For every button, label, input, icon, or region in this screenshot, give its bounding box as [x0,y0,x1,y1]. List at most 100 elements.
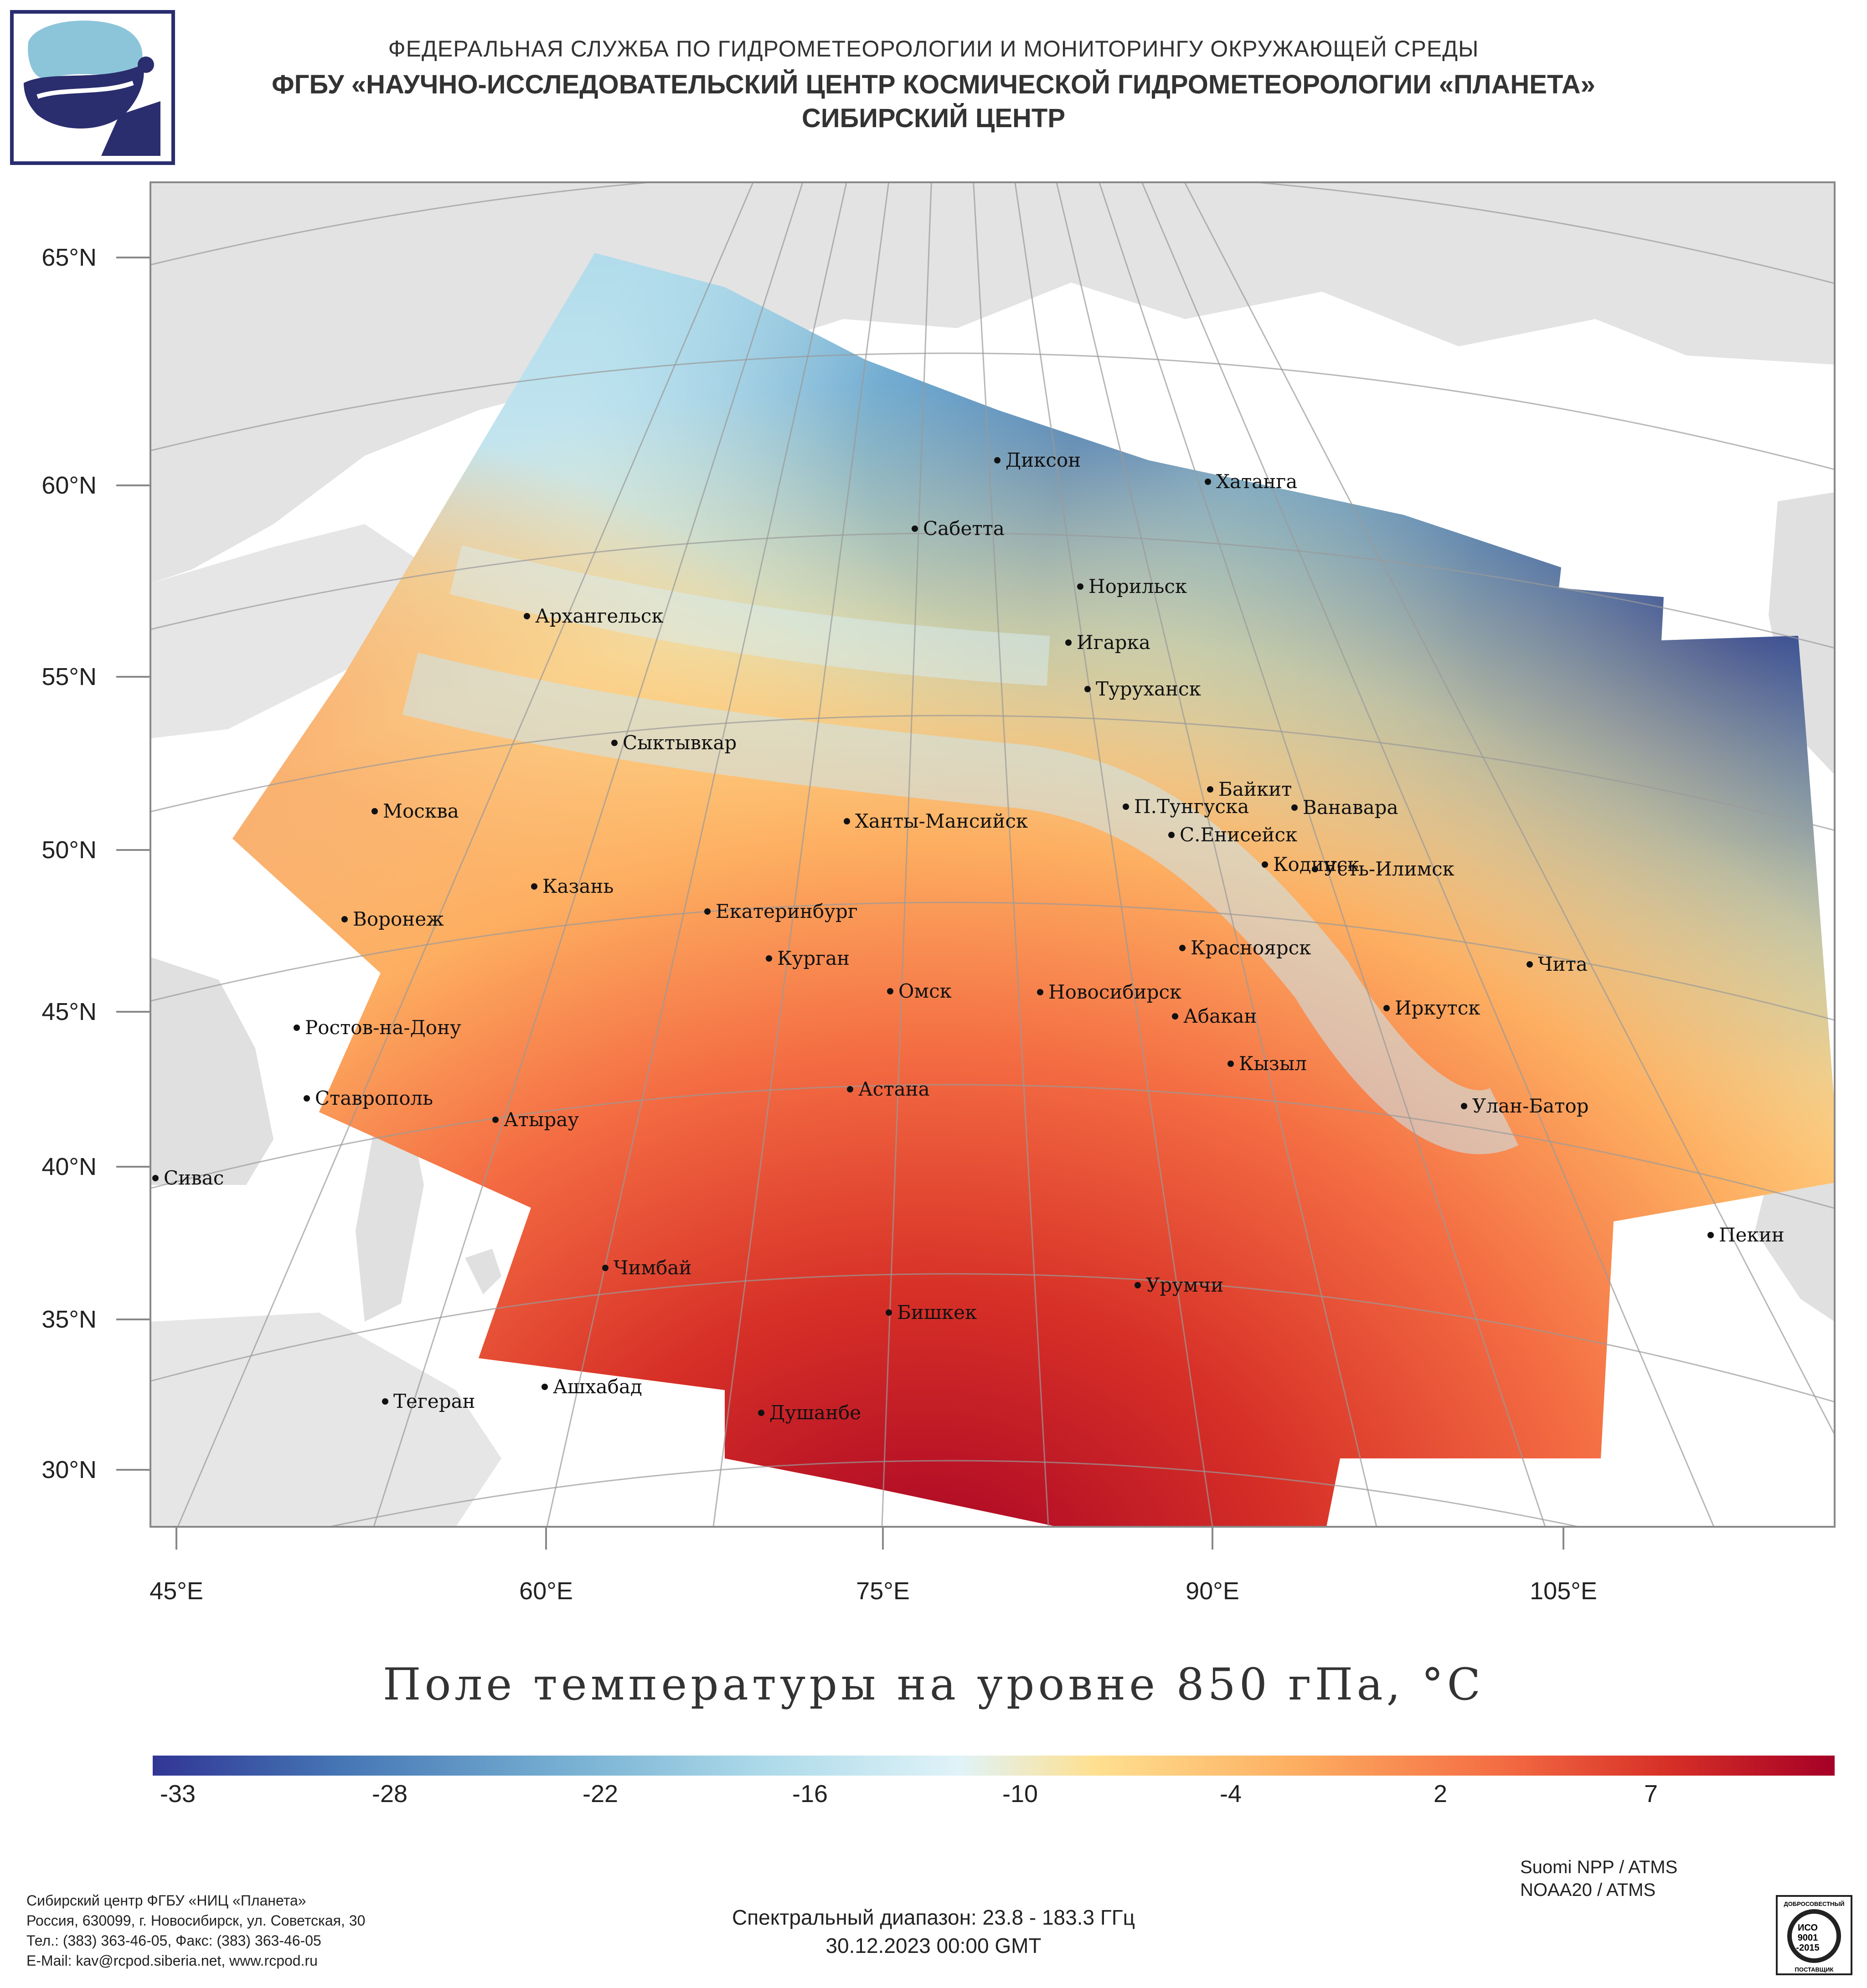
city-label: Атырау [504,1108,579,1131]
city-dot [1207,786,1213,793]
colorbar-tick-label: -28 [371,1780,408,1808]
city-dot [847,1086,853,1092]
lon-tick-label: 45°E [150,1577,203,1605]
city-dot [1168,832,1175,838]
iso-text-iso: ИСО [1798,1923,1818,1933]
city-dot [766,955,772,962]
city-label: Иркутск [1395,997,1480,1019]
city-dot [602,1265,609,1271]
colorbar-tick-label: -10 [1002,1780,1038,1808]
city-label: Москва [383,800,459,822]
city-label: Ростов-на-Дону [305,1016,461,1039]
city-dot [1383,1005,1390,1011]
city-label: Бишкек [897,1301,977,1324]
city-label: Курган [777,947,850,969]
city-label: Усть-Илимск [1323,858,1454,880]
city-label: Тегеран [393,1390,475,1412]
city-markers: Диксон Хатанга Сабетта Норильск Игарка Туруха… [152,449,1784,1424]
city-dot [341,916,348,922]
city-label: Норильск [1088,575,1187,597]
lat-tick-label: 55°N [41,663,97,690]
map-title: Поле температуры на уровне 850 гПа, °C [382,1659,1485,1710]
lon-tick-label: 60°E [519,1577,573,1605]
city-dot [1461,1103,1467,1109]
lon-tick-label: 105°E [1530,1577,1597,1605]
city-label: Сивас [164,1167,224,1189]
header-center: СИБИРСКИЙ ЦЕНТР [801,103,1066,133]
city-dot [524,613,530,619]
lat-tick-label: 60°N [41,472,97,499]
header-institution: ФГБУ «НАУЧНО-ИССЛЕДОВАТЕЛЬСКИЙ ЦЕНТР КОС… [272,70,1595,99]
lat-tick-label: 35°N [41,1306,97,1333]
city-label: Астана [858,1078,930,1100]
city-dot [611,740,618,746]
city-label: Пекин [1719,1224,1784,1246]
city-dot [1291,804,1298,811]
city-dot [912,525,918,532]
city-label: Байкит [1218,778,1292,800]
city-dot [886,1309,892,1316]
lat-tick-label: 65°N [41,244,97,271]
iso-text-top: ДОБРОСОВЕСТНЫЙ [1784,1900,1844,1907]
city-dot [1227,1061,1234,1067]
city-label: Ставрополь [315,1087,433,1109]
city-dot [1037,989,1043,995]
city-dot [1077,583,1083,590]
city-dot [1179,945,1186,951]
city-dot [294,1025,300,1031]
city-label: Игарка [1077,631,1150,654]
city-label: Чимбай [614,1257,691,1279]
latitude-axis: 65°N 60°N 55°N 50°N 45°N 40°N 35°N 30°N [41,244,150,1483]
planeta-logo-icon [10,10,175,165]
city-dot [492,1117,499,1123]
city-label: Кызыл [1239,1052,1307,1075]
city-label: Урумчи [1146,1274,1223,1296]
city-dot [1262,861,1268,868]
lat-tick-label: 40°N [41,1153,97,1180]
city-label: Новосибирск [1048,981,1181,1003]
city-label: Диксон [1006,449,1081,471]
city-dot [152,1175,159,1181]
footer-address: Сибирский центр ФГБУ «НИЦ «Планета» Росс… [26,1890,365,1971]
city-label: П.Тунгуска [1134,795,1249,818]
city-dot [542,1384,548,1390]
lat-tick-label: 30°N [41,1456,97,1483]
colorbar-tick-label: -4 [1219,1780,1242,1808]
colorbar [153,1756,1835,1776]
address-line: Сибирский центр ФГБУ «НИЦ «Планета» [26,1892,306,1909]
city-label: Казань [542,875,614,897]
address-line: Россия, 630099, г. Новосибирск, ул. Сове… [26,1912,366,1929]
city-label: Туруханск [1096,678,1201,700]
city-label: Омск [898,980,952,1002]
satellite-line: Suomi NPP / ATMS [1520,1857,1678,1877]
city-label: Хатанга [1216,470,1297,493]
city-label: Сабетта [923,517,1005,540]
temperature-map: 65°N 60°N 55°N 50°N 45°N 40°N 35°N 30°N Диксон Х… [41,181,1836,1550]
city-label: Чита [1538,953,1588,975]
city-dot [994,457,1001,464]
city-label: С.Енисейск [1180,824,1297,846]
city-label: Красноярск [1191,937,1311,959]
city-label: Улан-Батор [1472,1095,1589,1117]
city-dot [1084,686,1091,692]
city-dot [844,818,850,824]
city-label: Абакан [1183,1005,1257,1027]
city-label: Воронеж [353,908,444,930]
city-dot [371,808,378,814]
satellite-sources: Suomi NPP / ATMS NOAA20 / ATMS [1520,1856,1677,1901]
iso-certification-badge: ДОБРОСОВЕСТНЫЙ ИСО 9001 -2015 ПОСТАВЩИК [1776,1895,1852,1975]
city-dot [758,1410,764,1416]
city-dot [1707,1232,1714,1238]
observation-datetime: 30.12.2023 00:00 GMT [825,1934,1042,1957]
city-dot [1123,803,1129,810]
colorbar-tick-label: 2 [1433,1780,1448,1808]
header-agency: ФЕДЕРАЛЬНАЯ СЛУЖБА ПО ГИДРОМЕТЕОРОЛОГИИ … [388,36,1479,62]
city-dot [1135,1282,1141,1288]
satellite-line: NOAA20 / ATMS [1520,1880,1656,1900]
city-dot [1527,961,1533,968]
city-label: Екатеринбург [716,900,858,922]
colorbar-tick-label: -33 [160,1780,196,1808]
city-label: Душанбе [769,1401,861,1424]
city-dot [1312,866,1318,872]
lon-tick-label: 90°E [1186,1577,1239,1605]
